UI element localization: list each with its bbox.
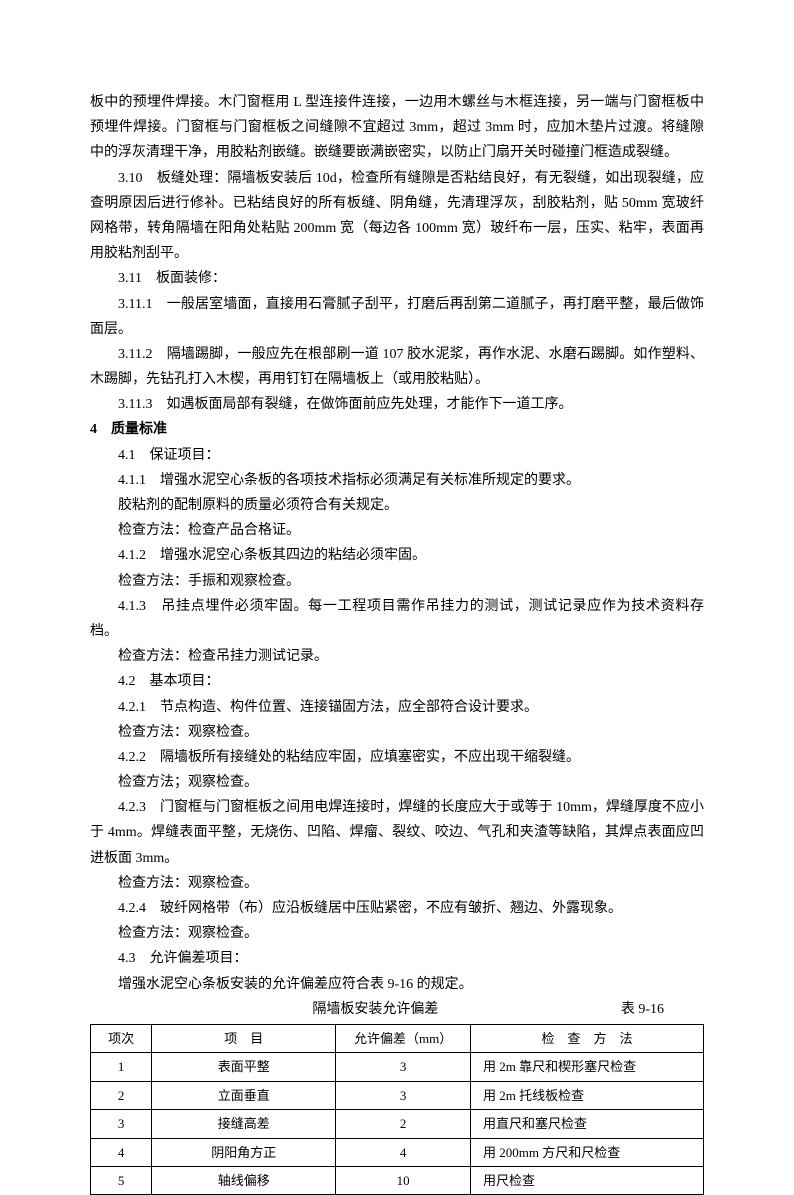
paragraphs-container: 板中的预埋件焊接。木门窗框用 L 型连接件连接，一边用木螺丝与木框连接，另一端与… [90,90,704,997]
paragraph: 3.11.3 如遇板面局部有裂缝，在做饰面前应先处理，才能作下一道工序。 [90,392,704,417]
table-header-cell: 检 查 方 法 [471,1024,704,1052]
paragraph: 3.11 板面装修： [90,266,704,291]
table-cell: 用尺检查 [471,1166,704,1194]
paragraph: 3.11.1 一般居室墙面，直接用石膏腻子刮平，打磨后再刮第二道腻子，再打磨平整… [90,292,704,342]
table-cell: 3 [91,1110,152,1138]
paragraph: 检查方法：检查吊挂力测试记录。 [90,644,704,669]
paragraph: 检查方法：观察检查。 [90,720,704,745]
table-cell: 4 [336,1138,471,1166]
paragraph: 增强水泥空心条板安装的允许偏差应符合表 9-16 的规定。 [90,972,704,997]
table-cell: 轴线偏移 [152,1166,336,1194]
paragraph: 4 质量标准 [90,417,704,442]
table-title: 隔墙板安装允许偏差 [130,997,621,1022]
table-title-row: 隔墙板安装允许偏差 表 9-16 [90,997,704,1022]
document-content: 板中的预埋件焊接。木门窗框用 L 型连接件连接，一边用木螺丝与木框连接，另一端与… [90,90,704,1195]
table-cell: 3 [336,1053,471,1081]
paragraph: 3.10 板缝处理：隔墙板安装后 10d，检查所有缝隙是否粘结良好，有无裂缝，如… [90,166,704,267]
paragraph: 4.1 保证项目： [90,443,704,468]
paragraph: 4.1.1 增强水泥空心条板的各项技术指标必须满足有关标准所规定的要求。 [90,468,704,493]
table-cell: 3 [336,1081,471,1109]
table-cell: 表面平整 [152,1053,336,1081]
table-cell: 立面垂直 [152,1081,336,1109]
table-row: 1表面平整3用 2m 靠尺和楔形塞尺检查 [91,1053,704,1081]
table-cell: 4 [91,1138,152,1166]
paragraph: 检查方法；观察检查。 [90,770,704,795]
paragraph: 检查方法：手振和观察检查。 [90,569,704,594]
paragraph: 4.2.1 节点构造、构件位置、连接锚固方法，应全部符合设计要求。 [90,695,704,720]
paragraph: 检查方法：观察检查。 [90,871,704,896]
paragraph: 4.3 允许偏差项目： [90,946,704,971]
table-row: 5轴线偏移10用尺检查 [91,1166,704,1194]
table-cell: 2 [336,1110,471,1138]
table-cell: 10 [336,1166,471,1194]
paragraph: 3.11.2 隔墙踢脚，一般应先在根部刷一道 107 胶水泥浆，再作水泥、水磨石… [90,342,704,392]
table-cell: 接缝高差 [152,1110,336,1138]
table-cell: 用 2m 靠尺和楔形塞尺检查 [471,1053,704,1081]
table-cell: 用 200mm 方尺和尺检查 [471,1138,704,1166]
paragraph: 检查方法：观察检查。 [90,921,704,946]
table-number: 表 9-16 [621,997,664,1022]
paragraph: 板中的预埋件焊接。木门窗框用 L 型连接件连接，一边用木螺丝与木框连接，另一端与… [90,90,704,166]
paragraph: 4.2.4 玻纤网格带（布）应沿板缝居中压贴紧密，不应有皱折、翘边、外露现象。 [90,896,704,921]
paragraph: 4.2.2 隔墙板所有接缝处的粘结应牢固，应填塞密实，不应出现干缩裂缝。 [90,745,704,770]
deviation-table: 项次项 目允许偏差（mm）检 查 方 法 1表面平整3用 2m 靠尺和楔形塞尺检… [90,1024,704,1195]
table-cell: 1 [91,1053,152,1081]
table-header-cell: 项次 [91,1024,152,1052]
paragraph: 4.2.3 门窗框与门窗框板之间用电焊连接时，焊缝的长度应大于或等于 10mm，… [90,795,704,871]
table-header-cell: 项 目 [152,1024,336,1052]
table-row: 2立面垂直3用 2m 托线板检查 [91,1081,704,1109]
table-cell: 阴阳角方正 [152,1138,336,1166]
table-cell: 2 [91,1081,152,1109]
paragraph: 胶粘剂的配制原料的质量必须符合有关规定。 [90,493,704,518]
table-header-row: 项次项 目允许偏差（mm）检 查 方 法 [91,1024,704,1052]
table-body: 1表面平整3用 2m 靠尺和楔形塞尺检查2立面垂直3用 2m 托线板检查3接缝高… [91,1053,704,1195]
paragraph: 4.1.2 增强水泥空心条板其四边的粘结必须牢固。 [90,543,704,568]
table-cell: 用直尺和塞尺检查 [471,1110,704,1138]
table-header-cell: 允许偏差（mm） [336,1024,471,1052]
table-cell: 5 [91,1166,152,1194]
paragraph: 检查方法：检查产品合格证。 [90,518,704,543]
paragraph: 4.2 基本项目： [90,669,704,694]
table-cell: 用 2m 托线板检查 [471,1081,704,1109]
table-row: 4阴阳角方正4用 200mm 方尺和尺检查 [91,1138,704,1166]
paragraph: 4.1.3 吊挂点埋件必须牢固。每一工程项目需作吊挂力的测试，测试记录应作为技术… [90,594,704,644]
table-row: 3接缝高差2用直尺和塞尺检查 [91,1110,704,1138]
